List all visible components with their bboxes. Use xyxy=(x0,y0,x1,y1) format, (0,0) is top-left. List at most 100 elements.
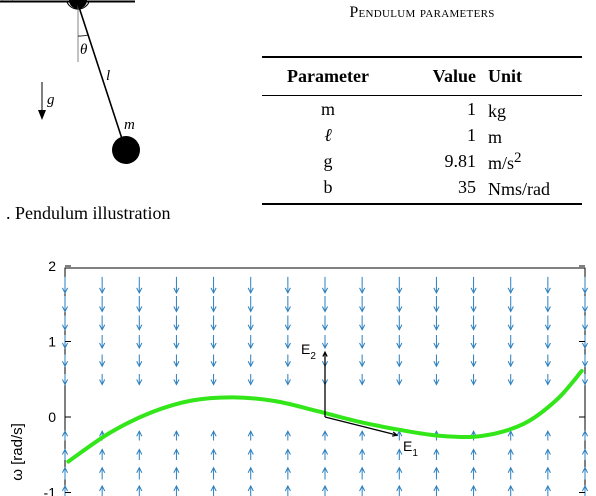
field-arrow xyxy=(210,276,217,294)
field-arrow xyxy=(470,335,477,350)
pendulum-illustration: θ l m g xyxy=(0,0,140,164)
field-arrow xyxy=(470,276,477,294)
field-arrow xyxy=(359,484,366,496)
phase-portrait-plot: E1 E2 2 1 0 -1 ω [rad/s] xyxy=(9,258,589,496)
field-arrow xyxy=(544,466,551,480)
value-cell: 35 xyxy=(458,176,476,197)
field-arrow xyxy=(396,466,403,480)
field-arrow xyxy=(247,354,254,368)
field-arrow xyxy=(210,354,217,368)
field-arrow xyxy=(470,448,477,460)
field-arrow xyxy=(173,354,180,368)
header-parameter: Parameter xyxy=(262,57,394,96)
field-arrow xyxy=(247,430,254,441)
trajectory-layer xyxy=(66,368,584,464)
field-arrow xyxy=(284,354,291,368)
field-arrow xyxy=(581,276,589,294)
table-row: ℓ 1 m xyxy=(262,122,582,148)
field-arrow xyxy=(581,296,589,313)
value-cell: 9.81 xyxy=(444,150,477,171)
y-tick-label: -1 xyxy=(44,485,57,496)
field-arrow xyxy=(396,484,403,496)
field-arrow xyxy=(581,374,589,386)
figure-caption: . Pendulum illustration xyxy=(6,203,171,223)
trajectory-curve xyxy=(66,368,584,464)
plot-frame xyxy=(64,267,586,496)
eigenvector-2: E2 xyxy=(301,341,328,417)
field-arrow xyxy=(247,466,254,480)
table-title: Pendulum parameters xyxy=(349,4,495,21)
field-arrow xyxy=(507,374,514,386)
field-arrow xyxy=(61,448,69,460)
field-arrow xyxy=(284,374,291,386)
field-arrow xyxy=(173,296,180,313)
field-arrow xyxy=(359,374,366,386)
field-arrow xyxy=(210,448,217,460)
pendulum-mass xyxy=(112,136,140,164)
field-arrow xyxy=(321,315,329,331)
field-arrow xyxy=(284,484,291,496)
field-arrow xyxy=(544,276,551,294)
field-arrow xyxy=(433,466,440,480)
field-arrow xyxy=(433,335,440,350)
field-arrow xyxy=(210,315,217,331)
ceiling-mount xyxy=(0,0,135,10)
field-arrow xyxy=(396,276,403,294)
gravity-label: g xyxy=(47,92,55,108)
table-row: m 1 kg xyxy=(262,96,582,123)
field-arrow xyxy=(507,484,514,496)
field-arrow xyxy=(544,354,551,368)
unit-cell: m/s2 xyxy=(488,150,522,173)
field-arrow xyxy=(210,296,217,313)
field-arrow xyxy=(359,335,366,350)
field-arrow xyxy=(581,315,589,331)
field-arrow xyxy=(284,335,291,350)
field-arrow xyxy=(210,484,217,496)
param-cell: ℓ xyxy=(324,124,332,145)
mass-label: m xyxy=(124,117,135,133)
field-arrow xyxy=(433,315,440,331)
field-arrow xyxy=(396,448,403,460)
param-cell: b xyxy=(323,176,333,197)
field-arrow xyxy=(99,448,106,460)
field-arrow xyxy=(247,374,254,386)
field-arrow xyxy=(544,374,551,386)
field-arrow xyxy=(581,484,589,496)
field-arrow xyxy=(359,296,366,313)
field-arrow xyxy=(210,374,217,386)
field-arrow xyxy=(173,335,180,350)
field-arrow xyxy=(173,448,180,460)
field-arrow xyxy=(507,466,514,480)
unit-cell: kg xyxy=(488,101,506,121)
field-arrow xyxy=(99,276,106,294)
field-arrow xyxy=(433,374,440,386)
field-arrow xyxy=(210,430,217,441)
field-arrow xyxy=(210,335,217,350)
field-arrow xyxy=(470,374,477,386)
header-unit: Unit xyxy=(482,57,582,96)
field-arrow xyxy=(321,296,329,313)
field-arrow xyxy=(507,430,514,441)
field-arrow xyxy=(136,354,143,368)
field-arrow xyxy=(470,296,477,313)
field-arrow xyxy=(507,354,514,368)
field-arrow xyxy=(99,374,106,386)
field-arrow xyxy=(321,448,329,460)
field-arrow xyxy=(61,276,69,294)
field-arrow xyxy=(284,276,291,294)
field-arrow xyxy=(247,276,254,294)
field-arrow xyxy=(544,296,551,313)
field-arrow xyxy=(581,466,589,480)
eigenvector-layer: E1 E2 xyxy=(301,341,418,459)
field-arrow xyxy=(544,448,551,460)
field-arrow xyxy=(433,448,440,460)
value-cell: 1 xyxy=(467,124,476,145)
field-arrow xyxy=(321,484,329,496)
field-arrow xyxy=(99,335,106,350)
field-arrow xyxy=(173,374,180,386)
pendulum-rod xyxy=(77,3,126,149)
field-arrow xyxy=(61,430,69,441)
field-arrow xyxy=(136,466,143,480)
field-arrow xyxy=(284,466,291,480)
field-arrow xyxy=(470,354,477,368)
